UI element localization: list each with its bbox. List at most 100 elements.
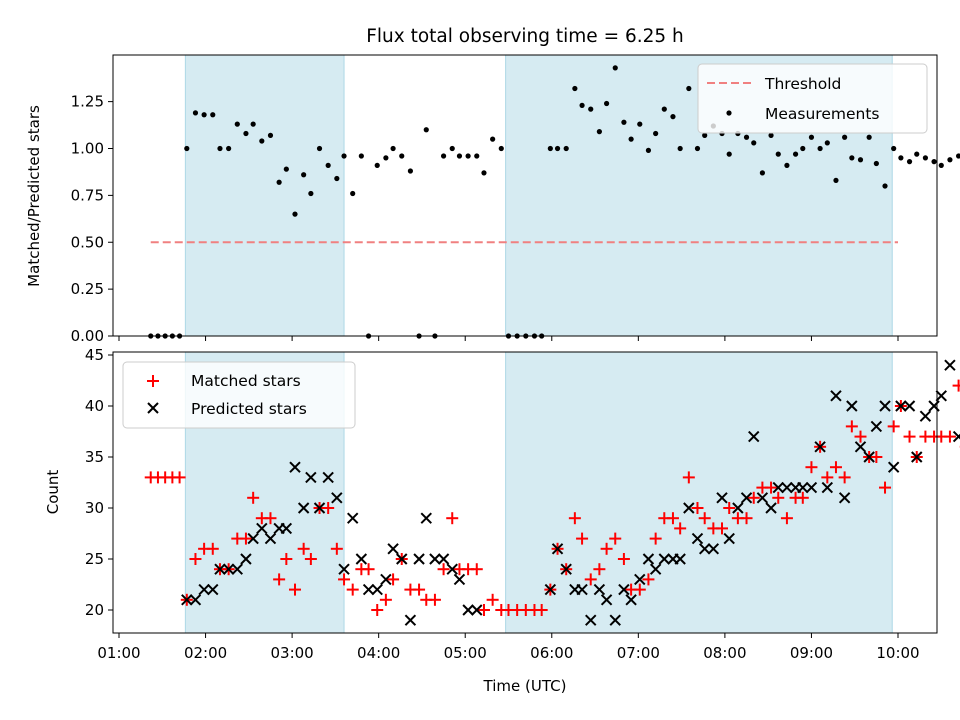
matched-star-point: [821, 471, 834, 484]
predicted-x-b: [420, 512, 432, 524]
measurement-point: [250, 121, 256, 127]
predicted-star-point: [600, 594, 613, 606]
matched-star-point: [379, 593, 392, 606]
predicted-star-point: [322, 471, 334, 484]
predicted-star-point: [331, 492, 343, 504]
x-tick-label: 07:00: [617, 644, 660, 662]
measurement-point: [914, 151, 920, 157]
top-y-axis-label: Matched/Predicted stars: [25, 105, 43, 287]
measurement-point: [612, 65, 618, 71]
predicted-x-b: [446, 563, 458, 575]
predicted-x-b: [585, 614, 597, 626]
predicted-star-point: [471, 604, 483, 616]
predicted-star-point: [691, 532, 704, 545]
matched-star-point: [584, 573, 597, 586]
measurement-point: [399, 153, 405, 159]
predicted-star-point: [247, 532, 259, 545]
predicted-star-point: [371, 583, 383, 596]
measurement-point: [201, 112, 207, 118]
predicted-x-b: [471, 604, 483, 616]
measurement-point: [702, 132, 708, 138]
x-tick-label: 02:00: [184, 644, 227, 662]
predicted-star-point: [740, 492, 753, 504]
predicted-star-point: [305, 471, 317, 484]
predicted-star-point: [748, 430, 760, 443]
matched-star-point: [535, 604, 548, 616]
predicted-star-point: [355, 553, 368, 565]
matched-star-point: [288, 583, 301, 596]
measurement-point: [547, 145, 553, 152]
measurement-point: [243, 130, 249, 137]
predicted-x-b: [863, 451, 875, 463]
predicted-star-point: [732, 502, 744, 514]
measurement-point: [677, 145, 683, 152]
measurement-point: [390, 145, 396, 152]
predicted-x-b: [462, 604, 474, 616]
matched-star-point: [413, 583, 426, 596]
measurement-point: [726, 151, 732, 157]
predicted-x-b: [748, 430, 760, 443]
legend-measurements-swatch: [726, 110, 732, 116]
predicted-star-point: [838, 492, 851, 504]
predicted-x-b: [870, 420, 883, 433]
top-y-tick-label: 0.25: [71, 280, 104, 298]
predicted-star-point: [814, 441, 826, 453]
predicted-x-b: [551, 543, 564, 555]
predicted-x-b: [846, 400, 858, 412]
predicted-star-point: [593, 583, 606, 596]
matched-star-point: [870, 451, 883, 463]
legend-matched-swatch: [147, 375, 159, 387]
predicted-star-point: [396, 553, 408, 565]
top-y-tick-label: 0.75: [71, 186, 104, 204]
predicted-star-point: [297, 502, 310, 514]
measurement-point: [743, 134, 750, 140]
predicted-x-b: [380, 573, 392, 586]
measurement-point: [350, 190, 356, 197]
matched-star-point: [576, 532, 589, 545]
predicted-x-b: [593, 583, 606, 596]
top-shaded-interval-0: [184, 54, 345, 337]
measurement-point: [603, 100, 610, 107]
predicted-x-b: [222, 563, 235, 575]
top-legend-box: [697, 63, 928, 134]
matched-star-point: [387, 573, 400, 586]
predicted-x-b: [781, 481, 793, 494]
predicted-star-point: [887, 461, 900, 473]
bottom-y-tick-label: 40: [85, 397, 104, 415]
matched-star-point: [486, 593, 499, 606]
predicted-x-b: [879, 400, 891, 412]
x-tick-label: 10:00: [876, 644, 919, 662]
predicted-x-b: [387, 543, 399, 555]
bottom-y-axis: 20 25 30 35 40 45: [85, 346, 113, 619]
predicted-star-point: [338, 563, 350, 575]
predicted-x-b: [289, 461, 301, 473]
predicted-x-b: [625, 594, 637, 606]
measurement-point: [374, 162, 380, 168]
predicted-star-point: [240, 553, 252, 565]
x-tick-label: 01:00: [97, 644, 140, 662]
predicted-star-point: [618, 583, 630, 596]
predicted-stars-layer: [181, 359, 960, 626]
matched-star-point: [854, 430, 867, 443]
predicted-x-b: [642, 553, 655, 565]
predicted-x-b: [887, 461, 900, 473]
predicted-star-point: [870, 420, 883, 433]
matched-star-point: [796, 491, 809, 504]
predicted-x-b: [707, 543, 720, 555]
predicted-x-b: [732, 502, 744, 514]
x-tick-label: 06:00: [530, 644, 573, 662]
predicted-x-b: [280, 522, 293, 535]
measurement-point: [784, 162, 790, 168]
predicted-star-point: [716, 492, 728, 504]
measurement-point: [661, 106, 667, 112]
measurement-point: [792, 151, 799, 157]
predicted-star-point: [256, 522, 268, 535]
matched-star-point: [330, 542, 343, 555]
predicted-star-point: [854, 441, 867, 453]
predicted-x-b: [838, 492, 851, 504]
measurement-point: [554, 145, 561, 152]
measurement-point: [572, 85, 578, 92]
measurement-point: [931, 159, 937, 165]
top-y-tick-label: 1.25: [71, 93, 104, 111]
measurement-point: [653, 130, 659, 137]
